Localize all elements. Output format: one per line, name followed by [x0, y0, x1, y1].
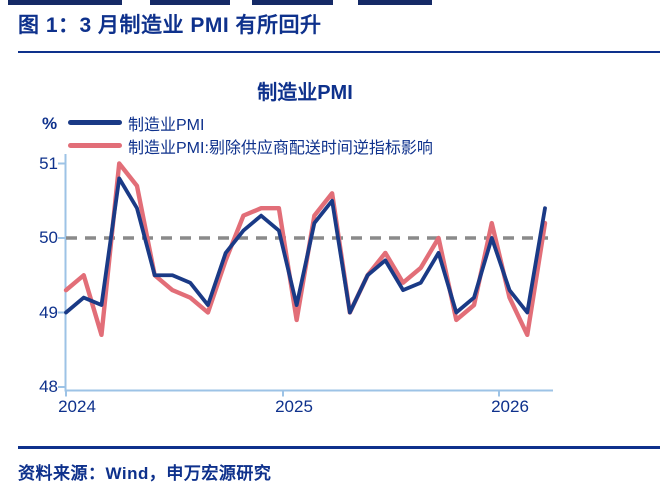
y-axis-unit-label: %: [42, 114, 58, 133]
legend-label: 制造业PMI: [128, 116, 205, 134]
figure-title: 图 1：3 月制造业 PMI 有所回升: [18, 14, 322, 37]
x-tick-label: 2024: [58, 397, 96, 416]
clipped-text-artifact: [252, 0, 333, 5]
y-tick-label: 50: [39, 228, 58, 247]
chart-title: 制造业PMI: [257, 82, 353, 104]
y-tick-label: 48: [39, 377, 58, 396]
series-line-pmi-adjusted: [63, 161, 548, 338]
source-note: 资料来源：Wind，申万宏源研究: [18, 464, 272, 483]
legend-swatch-line: [68, 120, 122, 125]
legend-label: 制造业PMI:剔除供应商配送时间逆指标影响: [128, 139, 433, 157]
y-tick-label: 51: [39, 153, 58, 173]
clipped-text-artifact: [8, 0, 122, 5]
legend-item: 制造业PMI: [68, 111, 433, 134]
x-tick-label: 2026: [491, 397, 529, 416]
series-line-pmi: [64, 176, 547, 315]
clipped-text-artifact: [358, 0, 432, 5]
legend-item: 制造业PMI:剔除供应商配送时间逆指标影响: [68, 134, 433, 157]
legend-swatch-line: [68, 143, 122, 148]
clipped-text-artifact: [150, 0, 230, 5]
chart-legend: 制造业PMI 制造业PMI:剔除供应商配送时间逆指标影响: [68, 111, 433, 157]
title-underline: [18, 51, 660, 53]
y-tick-label: 49: [39, 302, 58, 322]
source-divider: [18, 446, 660, 449]
x-tick-label: 2025: [275, 397, 313, 416]
